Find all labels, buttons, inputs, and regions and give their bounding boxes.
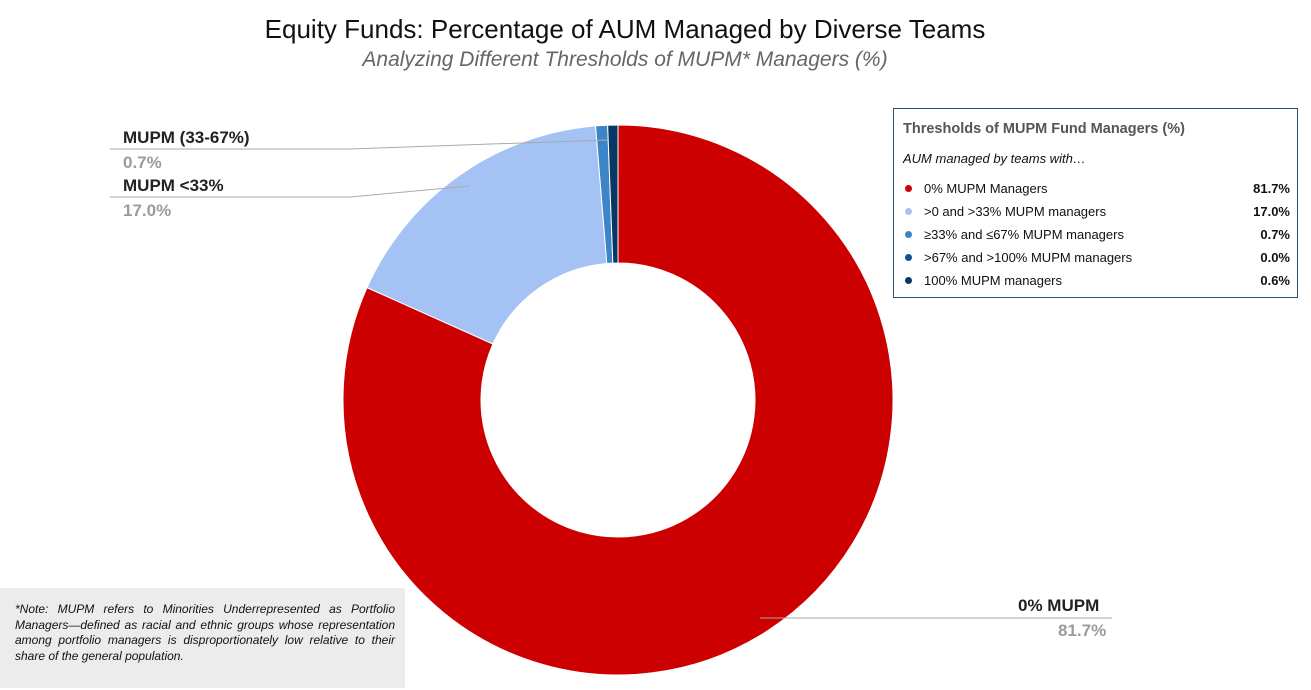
leader-line-mid — [110, 139, 608, 150]
legend-item: >67% and >100% MUPM managers 0.0% — [903, 249, 1290, 269]
legend-item: ≥33% and ≤67% MUPM managers 0.7% — [903, 226, 1290, 246]
legend-title: Thresholds of MUPM Fund Managers (%) — [903, 121, 1185, 137]
donut-slice-1 — [366, 125, 608, 345]
leader-line-low — [110, 185, 471, 198]
legend-item-label: ≥33% and ≤67% MUPM managers — [924, 227, 1124, 242]
legend-dot-icon — [905, 254, 912, 261]
legend-dot-icon — [905, 277, 912, 284]
callout-mid-value: 0.7% — [123, 153, 162, 172]
legend-item-value: 0.6% — [1260, 273, 1290, 288]
legend-item: >0 and >33% MUPM managers 17.0% — [903, 203, 1290, 223]
legend-dot-icon — [905, 185, 912, 192]
legend-item-label: 0% MUPM Managers — [924, 181, 1048, 196]
donut-slice-4 — [607, 124, 619, 264]
chart-subtitle: Analyzing Different Thresholds of MUPM* … — [362, 48, 888, 71]
legend-item-value: 81.7% — [1253, 181, 1290, 196]
legend-item-label: >67% and >100% MUPM managers — [924, 250, 1133, 265]
legend-item-label: 100% MUPM managers — [924, 273, 1062, 288]
legend-dot-icon — [905, 231, 912, 238]
legend-item-value: 17.0% — [1253, 204, 1290, 219]
callout-low-value: 17.0% — [123, 201, 172, 220]
callout-zero-label: 0% MUPM — [1018, 596, 1100, 615]
chart-legend: Thresholds of MUPM Fund Managers (%) AUM… — [893, 108, 1298, 298]
legend-item: 100% MUPM managers 0.6% — [903, 272, 1290, 292]
chart-title: Equity Funds: Percentage of AUM Managed … — [264, 14, 986, 44]
legend-item-value: 0.7% — [1260, 227, 1290, 242]
legend-item: 0% MUPM Managers 81.7% — [903, 180, 1290, 200]
legend-subtitle: AUM managed by teams with… — [903, 151, 1086, 166]
footnote: *Note: MUPM refers to Minorities Underre… — [0, 588, 405, 688]
legend-dot-icon — [905, 208, 912, 215]
legend-item-label: >0 and >33% MUPM managers — [924, 204, 1107, 219]
callout-low-label: MUPM <33% — [123, 176, 224, 195]
donut-slice-0 — [342, 124, 894, 676]
callout-zero-value: 81.7% — [1058, 621, 1107, 640]
callout-mid-label: MUPM (33-67%) — [123, 128, 250, 147]
legend-item-value: 0.0% — [1260, 250, 1290, 265]
